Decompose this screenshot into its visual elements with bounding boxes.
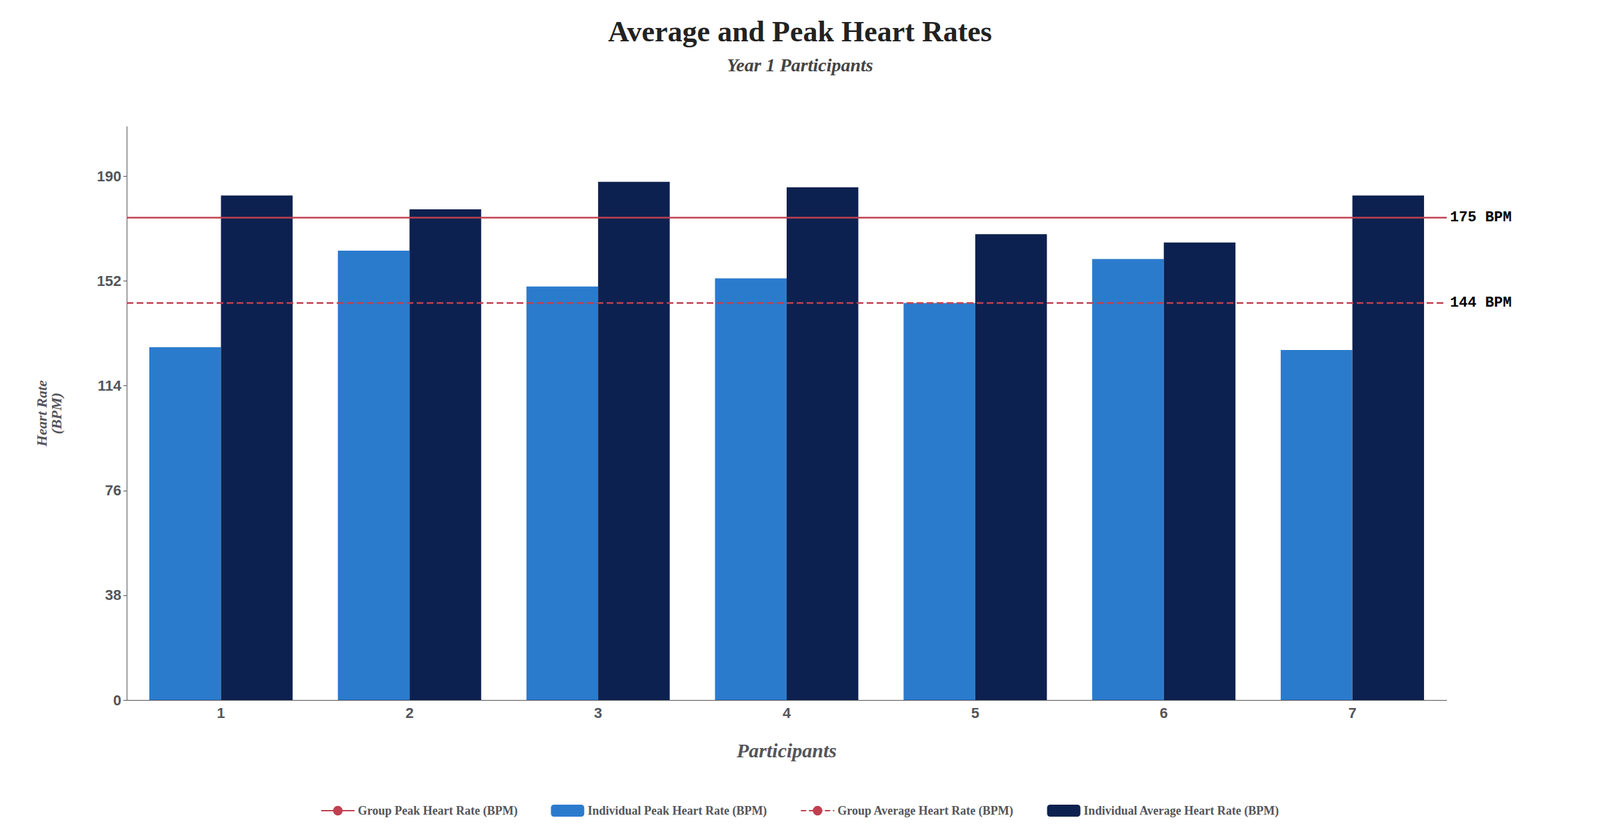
svg-text:175 BPM: 175 BPM [1450,209,1512,226]
svg-text:Average and Peak Heart Rates: Average and Peak Heart Rates [608,15,992,48]
svg-text:114: 114 [98,377,122,394]
svg-text:152: 152 [96,272,122,290]
svg-text:6: 6 [1160,704,1168,722]
svg-text:4: 4 [782,704,792,722]
svg-text:5: 5 [971,704,980,722]
svg-text:Group Peak Heart Rate (BPM): Group Peak Heart Rate (BPM) [358,804,518,818]
svg-text:(BPM): (BPM) [48,392,65,434]
svg-text:Heart Rate: Heart Rate [33,380,50,447]
svg-text:144 BPM: 144 BPM [1450,294,1512,312]
svg-text:Individual Peak Heart Rate (BP: Individual Peak Heart Rate (BPM) [587,804,767,818]
svg-text:2: 2 [405,704,414,722]
svg-text:0: 0 [113,692,122,709]
svg-text:7: 7 [1348,704,1356,722]
svg-text:Participants: Participants [736,739,837,762]
svg-text:190: 190 [96,168,122,185]
svg-text:38: 38 [105,586,122,604]
svg-text:3: 3 [594,704,602,722]
svg-text:Group Average Heart Rate (BPM): Group Average Heart Rate (BPM) [837,804,1013,818]
svg-text:1: 1 [216,704,225,722]
svg-text:Year 1 Participants: Year 1 Participants [726,54,873,76]
svg-text:Individual Average Heart Rate: Individual Average Heart Rate (BPM) [1084,804,1280,818]
svg-text:76: 76 [105,482,122,499]
